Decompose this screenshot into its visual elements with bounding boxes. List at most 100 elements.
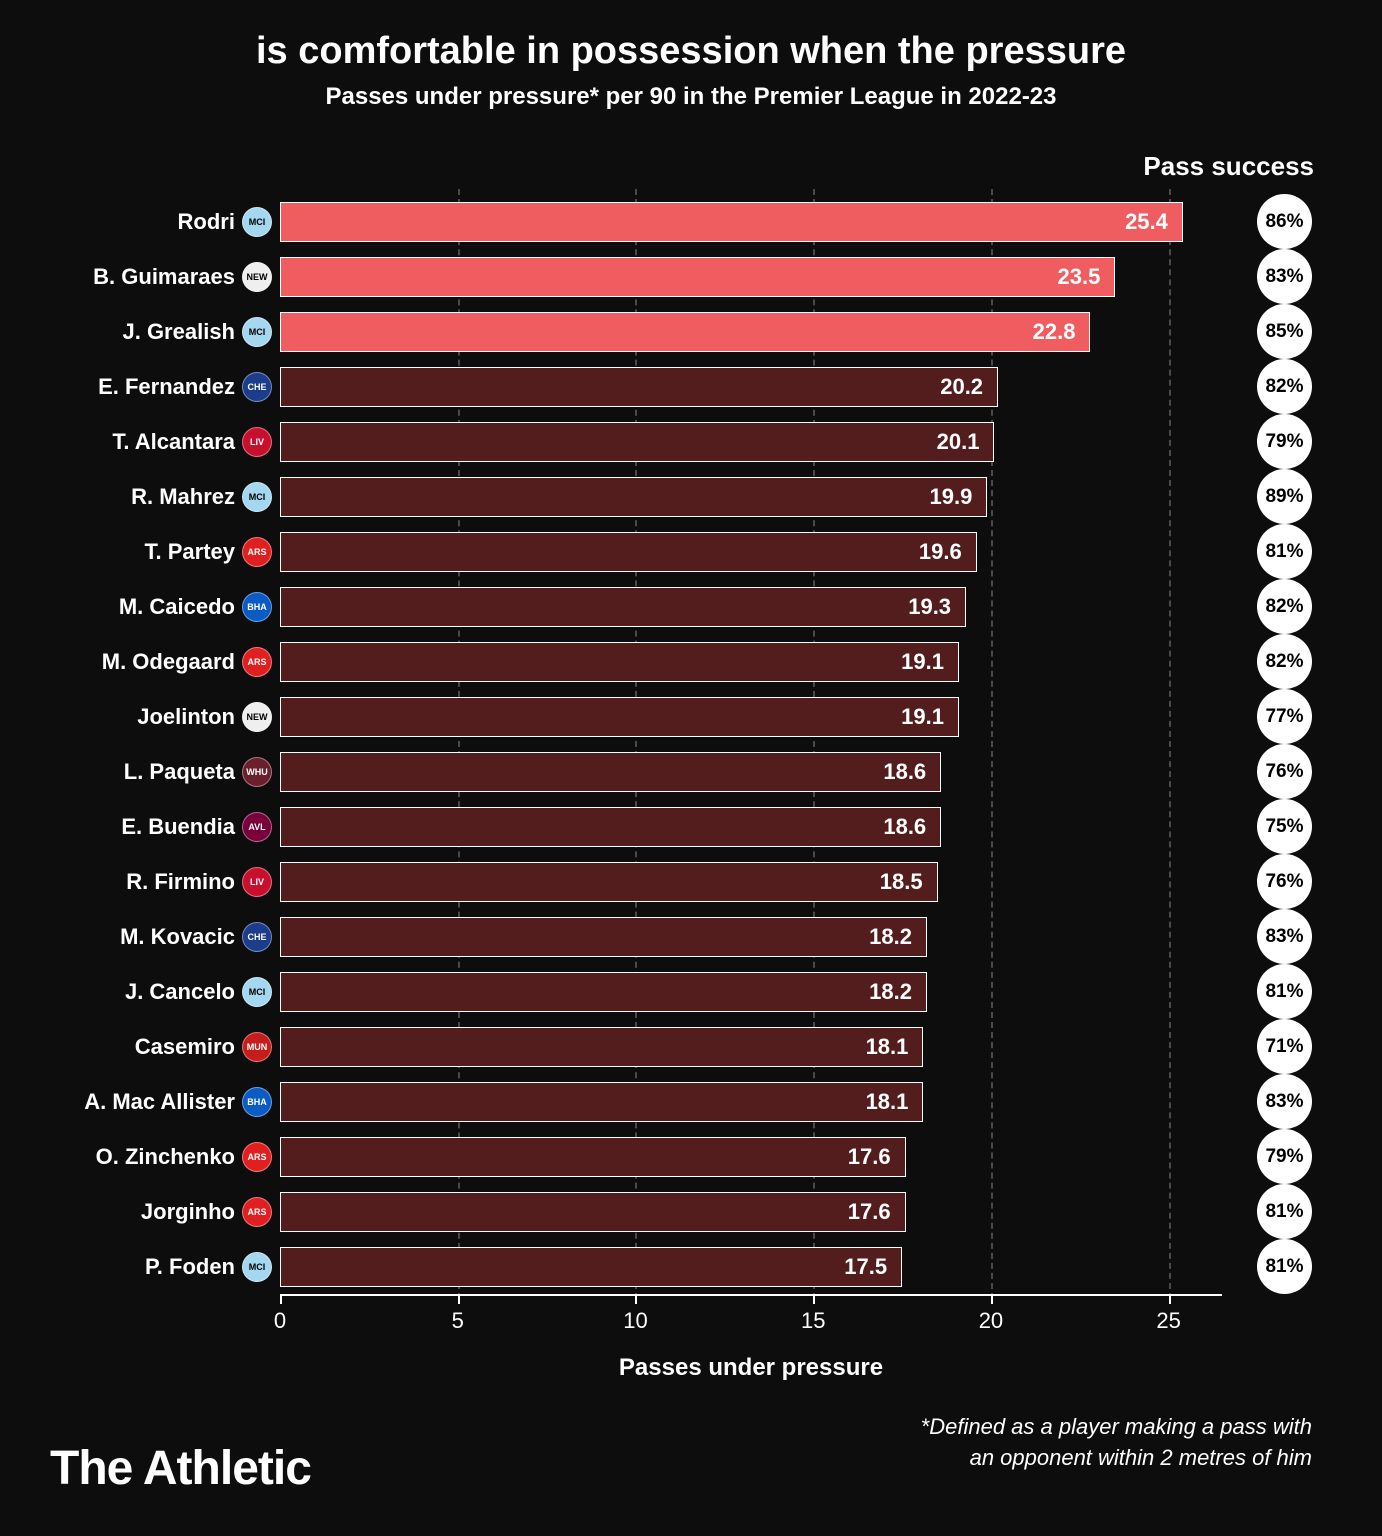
- bar-value: 20.2: [940, 374, 983, 400]
- club-crest-icon: MUN: [242, 1032, 272, 1062]
- player-name: B. Guimaraes: [50, 264, 235, 290]
- pass-success-badge: 81%: [1257, 1184, 1312, 1239]
- club-crest-icon: ARS: [242, 647, 272, 677]
- player-name: Rodri: [50, 209, 235, 235]
- pass-success-badge: 82%: [1257, 359, 1312, 414]
- club-crest-icon: MCI: [242, 207, 272, 237]
- value-bar: 19.9: [280, 477, 987, 517]
- bar-value: 18.2: [869, 924, 912, 950]
- bar-value: 19.1: [901, 704, 944, 730]
- pass-success-badge: 85%: [1257, 304, 1312, 359]
- bar-value: 19.6: [919, 539, 962, 565]
- player-name: J. Cancelo: [50, 979, 235, 1005]
- pass-success-badge: 81%: [1257, 1239, 1312, 1294]
- chart-area: RodriMCI25.486%B. GuimaraesNEW23.583%J. …: [50, 194, 1332, 1294]
- player-name: E. Fernandez: [50, 374, 235, 400]
- bar-track: 18.5: [280, 862, 1222, 902]
- pass-success-badge: 82%: [1257, 579, 1312, 634]
- bar-track: 22.8: [280, 312, 1222, 352]
- bar-track: 19.6: [280, 532, 1222, 572]
- value-bar: 20.1: [280, 422, 994, 462]
- axis-tick: [813, 1294, 815, 1304]
- player-name: L. Paqueta: [50, 759, 235, 785]
- player-row: JoelintonNEW19.177%: [280, 689, 1222, 744]
- value-bar: 17.6: [280, 1137, 906, 1177]
- value-bar: 19.1: [280, 642, 959, 682]
- club-crest-icon: BHA: [242, 1087, 272, 1117]
- value-bar: 25.4: [280, 202, 1183, 242]
- pass-success-badge: 83%: [1257, 1074, 1312, 1129]
- pass-success-badge: 82%: [1257, 634, 1312, 689]
- club-crest-icon: LIV: [242, 867, 272, 897]
- pass-success-badge: 77%: [1257, 689, 1312, 744]
- axis-tick: [280, 1294, 282, 1304]
- value-bar: 19.6: [280, 532, 977, 572]
- player-name: J. Grealish: [50, 319, 235, 345]
- value-bar: 22.8: [280, 312, 1090, 352]
- bar-track: 17.6: [280, 1192, 1222, 1232]
- pass-success-badge: 83%: [1257, 249, 1312, 304]
- club-crest-icon: CHE: [242, 372, 272, 402]
- player-name: E. Buendia: [50, 814, 235, 840]
- x-axis-line: [280, 1294, 1222, 1296]
- player-row: O. ZinchenkoARS17.679%: [280, 1129, 1222, 1184]
- bar-value: 19.3: [908, 594, 951, 620]
- bar-value: 18.2: [869, 979, 912, 1005]
- pass-success-badge: 76%: [1257, 854, 1312, 909]
- player-row: L. PaquetaWHU18.676%: [280, 744, 1222, 799]
- player-name: R. Mahrez: [50, 484, 235, 510]
- value-bar: 17.5: [280, 1247, 902, 1287]
- bar-track: 20.2: [280, 367, 1222, 407]
- club-crest-icon: ARS: [242, 1197, 272, 1227]
- bar-track: 18.6: [280, 807, 1222, 847]
- player-row: M. KovacicCHE18.283%: [280, 909, 1222, 964]
- pass-success-badge: 86%: [1257, 194, 1312, 249]
- club-crest-icon: MCI: [242, 1252, 272, 1282]
- bar-value: 18.6: [883, 814, 926, 840]
- pass-success-badge: 75%: [1257, 799, 1312, 854]
- bar-value: 18.1: [866, 1089, 909, 1115]
- player-row: E. BuendiaAVL18.675%: [280, 799, 1222, 854]
- bar-track: 18.1: [280, 1082, 1222, 1122]
- player-name: M. Odegaard: [50, 649, 235, 675]
- pass-success-badge: 83%: [1257, 909, 1312, 964]
- bar-value: 19.9: [930, 484, 973, 510]
- player-name: Casemiro: [50, 1034, 235, 1060]
- bar-track: 19.3: [280, 587, 1222, 627]
- club-crest-icon: MCI: [242, 317, 272, 347]
- footnote-line-2: an opponent within 2 metres of him: [970, 1445, 1312, 1470]
- value-bar: 18.6: [280, 752, 941, 792]
- pass-success-badge: 81%: [1257, 524, 1312, 579]
- player-row: B. GuimaraesNEW23.583%: [280, 249, 1222, 304]
- pass-success-badge: 79%: [1257, 414, 1312, 469]
- player-name: Jorginho: [50, 1199, 235, 1225]
- player-row: M. CaicedoBHA19.382%: [280, 579, 1222, 634]
- bar-track: 23.5: [280, 257, 1222, 297]
- x-axis: 0510152025: [280, 1294, 1222, 1344]
- club-crest-icon: CHE: [242, 922, 272, 952]
- bar-track: 18.2: [280, 972, 1222, 1012]
- bar-value: 23.5: [1058, 264, 1101, 290]
- chart-header: is comfortable in possession when the pr…: [50, 30, 1332, 111]
- club-crest-icon: LIV: [242, 427, 272, 457]
- pass-success-badge: 71%: [1257, 1019, 1312, 1074]
- axis-tick-label: 15: [801, 1308, 825, 1334]
- club-crest-icon: ARS: [242, 1142, 272, 1172]
- player-row: P. FodenMCI17.581%: [280, 1239, 1222, 1294]
- player-row: RodriMCI25.486%: [280, 194, 1222, 249]
- axis-tick-label: 10: [623, 1308, 647, 1334]
- pass-success-badge: 81%: [1257, 964, 1312, 1019]
- value-bar: 18.6: [280, 807, 941, 847]
- player-row: JorginhoARS17.681%: [280, 1184, 1222, 1239]
- bar-track: 17.6: [280, 1137, 1222, 1177]
- bar-track: 19.1: [280, 697, 1222, 737]
- club-crest-icon: BHA: [242, 592, 272, 622]
- player-name: P. Foden: [50, 1254, 235, 1280]
- player-name: A. Mac Allister: [50, 1089, 235, 1115]
- value-bar: 18.2: [280, 972, 927, 1012]
- player-row: R. FirminoLIV18.576%: [280, 854, 1222, 909]
- brand-logo: The Athletic: [50, 1441, 311, 1496]
- value-bar: 17.6: [280, 1192, 906, 1232]
- player-row: M. OdegaardARS19.182%: [280, 634, 1222, 689]
- player-name: M. Caicedo: [50, 594, 235, 620]
